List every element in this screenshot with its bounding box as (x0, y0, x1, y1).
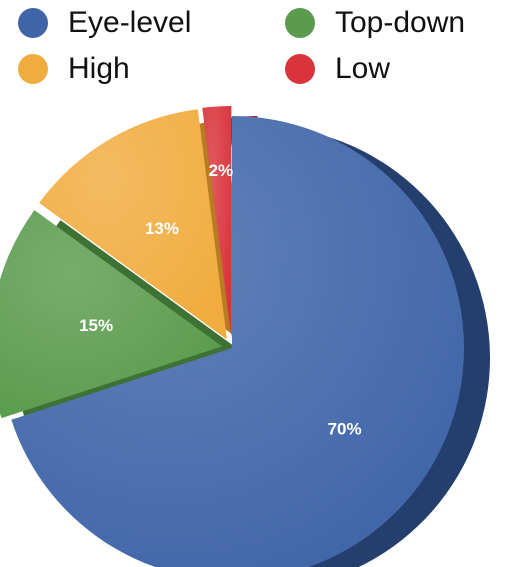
legend-swatch-eye-level (18, 8, 48, 38)
legend-item-top-down: Top-down (285, 6, 465, 40)
legend-label-top-down: Top-down (335, 6, 466, 39)
pie-chart: 70% 15% 13% 2% (0, 106, 490, 567)
legend-swatch-high (18, 54, 48, 84)
pie-label-eye-level: 70% (328, 419, 362, 438)
pie-slice-shine-eye-level (11, 116, 464, 567)
pie-slices (0, 106, 464, 567)
legend-item-high: High (18, 52, 130, 86)
legend-label-low: Low (335, 52, 391, 85)
pie-slice-shine-high (39, 109, 227, 340)
pie-slice-shine-low (202, 106, 232, 339)
chart-legend: Eye-level Top-down High Low (0, 0, 510, 90)
legend-swatch-top-down (285, 8, 315, 38)
legend-swatch-low (285, 54, 315, 84)
pie-labels: 70% 15% 13% 2% (79, 161, 362, 439)
pie-label-high: 13% (145, 219, 179, 238)
pie-label-low: 2% (209, 161, 234, 180)
legend-item-low: Low (285, 52, 390, 86)
legend-label-high: High (68, 52, 130, 85)
pie-slice-shine-top-down (0, 210, 223, 419)
pie-label-top-down: 15% (79, 316, 113, 335)
legend-label-eye-level: Eye-level (68, 6, 192, 39)
legend-item-eye-level: Eye-level (18, 6, 191, 40)
